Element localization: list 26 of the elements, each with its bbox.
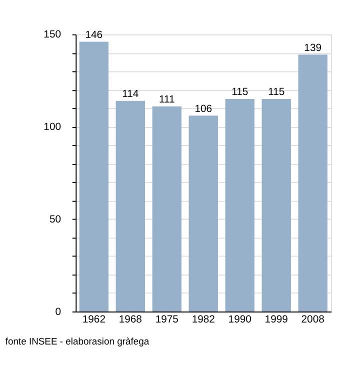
x-tick-label: 2008 [301, 314, 325, 326]
y-tick-label: 100 [44, 122, 62, 134]
x-tick-label: 1990 [228, 314, 252, 326]
bar [225, 99, 254, 312]
bar [298, 54, 328, 312]
y-tick-label: 150 [44, 30, 62, 41]
bar [152, 106, 182, 312]
data-label: 111 [158, 94, 176, 106]
x-tick-label: 1968 [118, 314, 142, 326]
data-label: 114 [122, 89, 139, 100]
data-label: 115 [232, 87, 248, 98]
x-tick-label: 1982 [192, 314, 216, 326]
source-note: fonte INSEE - elaborasion gràfega [5, 336, 150, 348]
bar [262, 99, 291, 312]
x-tick-label: 1975 [155, 314, 179, 326]
data-label: 106 [194, 104, 212, 115]
bar [79, 42, 109, 312]
data-label: 115 [268, 87, 285, 98]
bar [188, 116, 218, 312]
x-tick-label: 1999 [264, 314, 288, 326]
y-tick-label: 50 [49, 214, 62, 226]
x-tick-label: 1962 [82, 314, 106, 326]
data-label: 139 [304, 42, 322, 54]
y-tick-label: 0 [55, 306, 62, 318]
bar [116, 100, 145, 312]
data-label: 146 [85, 30, 103, 41]
